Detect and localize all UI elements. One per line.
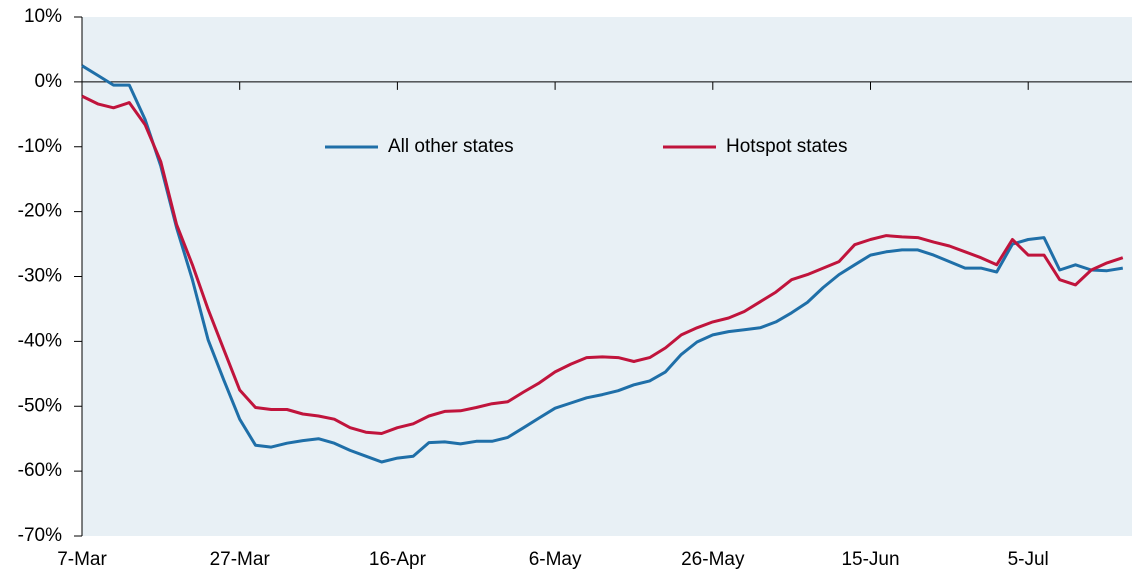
series-line (81, 94, 1124, 435)
x-tick-label: 27-Mar (210, 549, 271, 570)
y-tick-label: -10% (18, 136, 62, 157)
legend-label: Hotspot states (726, 136, 847, 157)
y-tick-label: -50% (18, 395, 62, 416)
x-tick-label: 16-Apr (369, 549, 427, 570)
x-tick-label: 26-May (681, 549, 745, 570)
y-tick-label: 0% (35, 71, 63, 92)
y-tick-label: -20% (18, 201, 62, 222)
plot-area (82, 17, 1132, 536)
legend-label: All other states (388, 136, 514, 157)
x-tick-label: 6-May (529, 549, 582, 570)
y-tick-label: -60% (18, 460, 62, 481)
y-tick-label: -40% (18, 330, 62, 351)
y-tick-label: -30% (18, 266, 62, 287)
x-tick-label: 15-Jun (841, 549, 899, 570)
series-line (81, 64, 1124, 464)
y-tick-label: 10% (24, 6, 62, 27)
x-tick-label: 7-Mar (57, 549, 107, 570)
y-tick-label: -70% (18, 525, 62, 546)
x-tick-label: 5-Jul (1008, 549, 1049, 570)
